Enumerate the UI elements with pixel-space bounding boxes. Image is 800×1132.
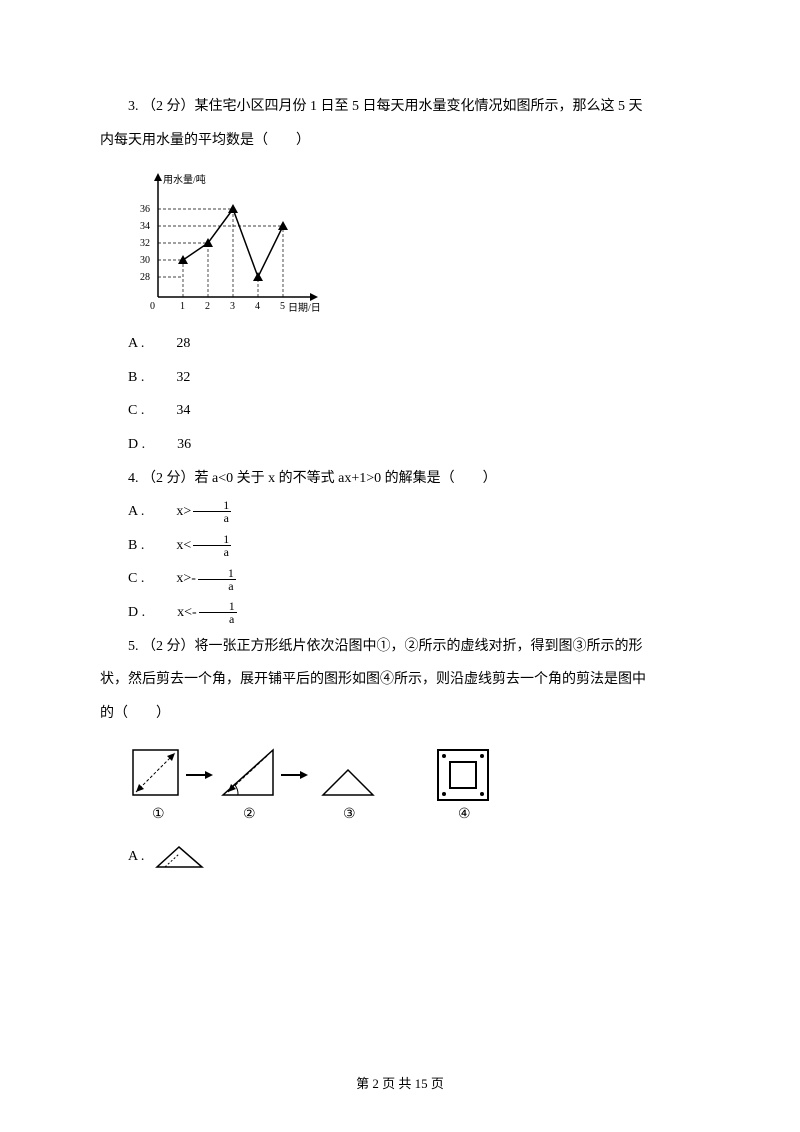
svg-text:4: 4: [255, 301, 260, 312]
svg-text:36: 36: [140, 204, 150, 215]
q5-option-a: A .: [100, 840, 700, 874]
chart-ylabel: 用水量/吨: [163, 173, 206, 186]
svg-text:④: ④: [458, 807, 471, 822]
svg-text:2: 2: [205, 301, 210, 312]
q3-chart: 用水量/吨 日期/日 0 28 30 32 34 36 1 2 3 4 5: [128, 167, 700, 317]
q4-option-c: C . x>-1a: [100, 562, 700, 596]
svg-text:28: 28: [140, 272, 150, 283]
q5-diagram: ① ② ③ ④: [128, 740, 700, 830]
svg-text:34: 34: [140, 221, 150, 232]
q5-option-a-figure: [152, 842, 207, 872]
chart-xlabel: 日期/日: [288, 302, 321, 314]
q5-line1: 5. （2 分）将一张正方形纸片依次沿图中①，②所示的虚线对折，得到图③所示的形: [100, 630, 700, 664]
svg-text:32: 32: [140, 238, 150, 249]
q3-line1: 3. （2 分）某住宅小区四月份 1 日至 5 日每天用水量变化情况如图所示，那…: [100, 90, 700, 124]
q3-option-a: A . 28: [100, 327, 700, 361]
q3-option-c: C . 34: [100, 394, 700, 428]
q4-option-a: A . x>1a: [100, 495, 700, 529]
svg-text:3: 3: [230, 301, 235, 312]
q5-line2: 状，然后剪去一个角，展开铺平后的图形如图④所示，则沿虚线剪去一个角的剪法是图中: [100, 663, 700, 697]
page-footer: 第 2 页 共 15 页: [0, 1073, 800, 1092]
svg-text:0: 0: [150, 301, 155, 312]
svg-text:①: ①: [152, 807, 165, 822]
svg-text:②: ②: [243, 807, 256, 822]
q4-option-d: D . x<-1a: [100, 596, 700, 630]
svg-text:5: 5: [280, 301, 285, 312]
q3-option-b: B . 32: [100, 361, 700, 395]
svg-text:30: 30: [140, 255, 150, 266]
q3-line2: 内每天用水量的平均数是（ ）: [100, 124, 700, 158]
svg-text:1: 1: [180, 301, 185, 312]
q3-option-d: D . 36: [100, 428, 700, 462]
svg-text:③: ③: [343, 807, 356, 822]
q4-text: 4. （2 分）若 a<0 关于 x 的不等式 ax+1>0 的解集是（ ）: [100, 462, 700, 496]
q4-option-b: B . x<1a: [100, 529, 700, 563]
q5-line3: 的（ ）: [100, 697, 700, 731]
